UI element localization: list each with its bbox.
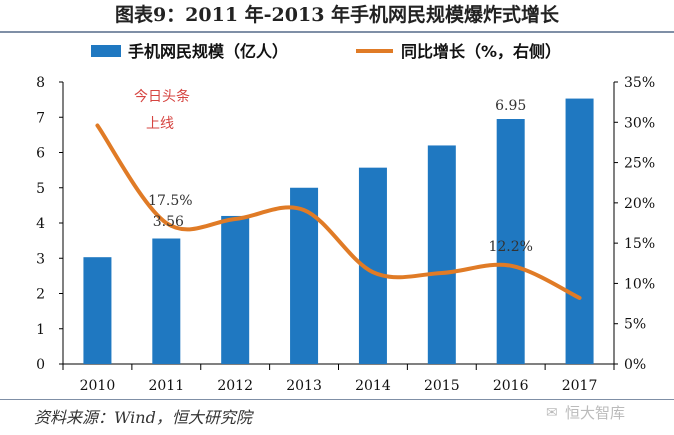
data-label: 6.95 xyxy=(495,98,526,114)
bar-2016 xyxy=(496,119,525,364)
x-tick-label: 2012 xyxy=(217,378,253,394)
bar-2011 xyxy=(152,238,181,364)
y-right-tick-label: 35% xyxy=(624,75,655,91)
y-right-tick-label: 25% xyxy=(624,156,655,172)
title-rule xyxy=(0,31,674,33)
bar-2010 xyxy=(83,257,112,364)
x-axis: 2010 2011 2012 2013 2014 2015 2016 2017 xyxy=(62,363,615,394)
x-tick-label: 2011 xyxy=(148,378,184,394)
y-left-tick-label: 4 xyxy=(36,216,45,232)
source-text: 资料来源：Wind，恒大研究院 xyxy=(34,408,252,427)
y-left-tick-label: 0 xyxy=(36,357,45,373)
y-left-tick-label: 7 xyxy=(36,110,45,126)
x-tick-label: 2017 xyxy=(562,378,598,394)
legend: 手机网民规模（亿人） 同比增长（%，右侧） xyxy=(91,42,561,61)
x-tick-label: 2014 xyxy=(355,378,391,394)
line-series xyxy=(95,123,582,300)
watermark: 恒大智库 xyxy=(565,404,626,422)
bar-2017 xyxy=(565,98,594,364)
source-rule xyxy=(0,399,674,400)
y-right-tick-label: 15% xyxy=(624,236,655,252)
legend-bar-label: 手机网民规模（亿人） xyxy=(128,42,288,61)
data-label: 17.5% xyxy=(148,193,192,209)
bar-2015 xyxy=(427,145,456,364)
chart-title: 图表9：2011 年-2013 年手机网民规模爆炸式增长 xyxy=(114,4,560,26)
y-right-tick-label: 20% xyxy=(624,196,655,212)
legend-bar-swatch xyxy=(91,45,121,57)
y-left-tick-label: 8 xyxy=(36,75,45,91)
y-axis-right: 0% 5% 10% 15% 20% 25% 30% 35% xyxy=(613,75,655,373)
x-tick-label: 2010 xyxy=(80,378,116,394)
annotation-line-2: 上线 xyxy=(146,116,174,132)
x-tick-label: 2013 xyxy=(286,378,322,394)
y-left-tick-label: 3 xyxy=(36,251,45,267)
y-left-tick-label: 6 xyxy=(36,146,45,162)
x-tick-label: 2016 xyxy=(493,378,529,394)
y-right-tick-label: 30% xyxy=(624,115,655,131)
y-left-tick-label: 1 xyxy=(36,322,45,338)
y-right-tick-label: 0% xyxy=(624,357,646,373)
y-left-tick-label: 2 xyxy=(36,287,45,303)
y-axis-left: 0 1 2 3 4 5 6 7 8 xyxy=(36,75,64,373)
data-label: 12.2% xyxy=(488,239,532,255)
x-tick-label: 2015 xyxy=(424,378,460,394)
bar-2012 xyxy=(221,215,250,364)
y-right-tick-label: 10% xyxy=(624,276,655,292)
y-left-tick-label: 5 xyxy=(36,181,45,197)
annotation-line-1: 今日头条 xyxy=(134,88,190,105)
wechat-icon: ✉ xyxy=(546,405,558,421)
bar-series xyxy=(83,98,594,364)
data-labels: 17.5% 3.56 6.95 12.2% xyxy=(148,98,533,255)
legend-line-label: 同比增长（%，右侧） xyxy=(401,42,561,61)
y-right-tick-label: 5% xyxy=(624,317,646,333)
data-label: 3.56 xyxy=(153,214,184,230)
